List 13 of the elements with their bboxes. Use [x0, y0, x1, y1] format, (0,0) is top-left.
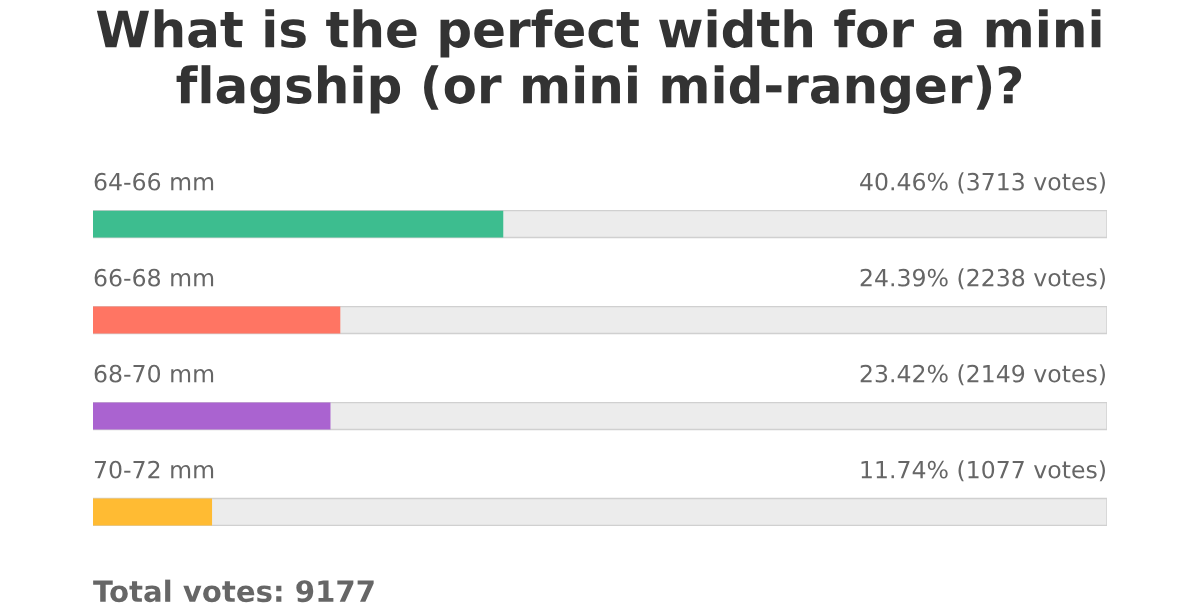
y-tick-label: 64-66 mm — [94, 172, 214, 191]
y-tick-label: 66-68 mm — [94, 268, 214, 287]
text: Total votes: 9177 — [93, 579, 374, 603]
bar — [93, 402, 331, 430]
data-label: 40.46% (3713 votes) — [860, 172, 1105, 194]
data-label: 11.74% (1077 votes) — [861, 460, 1105, 482]
data-label: 23.42% (2149 votes) — [860, 364, 1105, 386]
y-tick-label: 70-72 mm — [94, 460, 214, 479]
data-label: 24.39% (2238 votes) — [860, 268, 1105, 290]
bar — [93, 306, 341, 334]
bar — [93, 498, 213, 526]
y-tick-label: 68-70 mm — [94, 364, 214, 383]
chart-title: What is the perfect width for a mini flagship (or mini mid-ranger)? — [96, 9, 1101, 114]
